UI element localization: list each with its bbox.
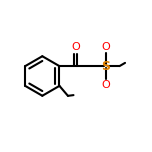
Text: S: S	[101, 60, 110, 73]
Text: O: O	[101, 42, 110, 52]
Text: O: O	[71, 43, 80, 52]
Text: O: O	[101, 80, 110, 90]
